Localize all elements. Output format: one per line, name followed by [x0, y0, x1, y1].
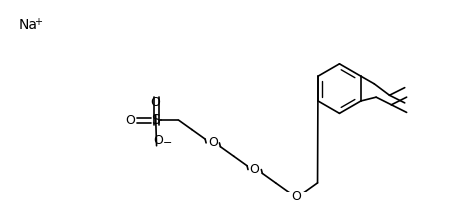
Text: O: O — [125, 114, 135, 126]
Text: O: O — [291, 190, 301, 202]
Text: O: O — [153, 134, 163, 146]
Text: −: − — [162, 138, 172, 148]
Text: O: O — [207, 136, 217, 149]
Text: +: + — [34, 17, 41, 27]
Text: Na: Na — [18, 18, 37, 32]
Text: S: S — [151, 113, 160, 127]
Text: O: O — [150, 96, 160, 109]
Text: O: O — [249, 163, 259, 176]
